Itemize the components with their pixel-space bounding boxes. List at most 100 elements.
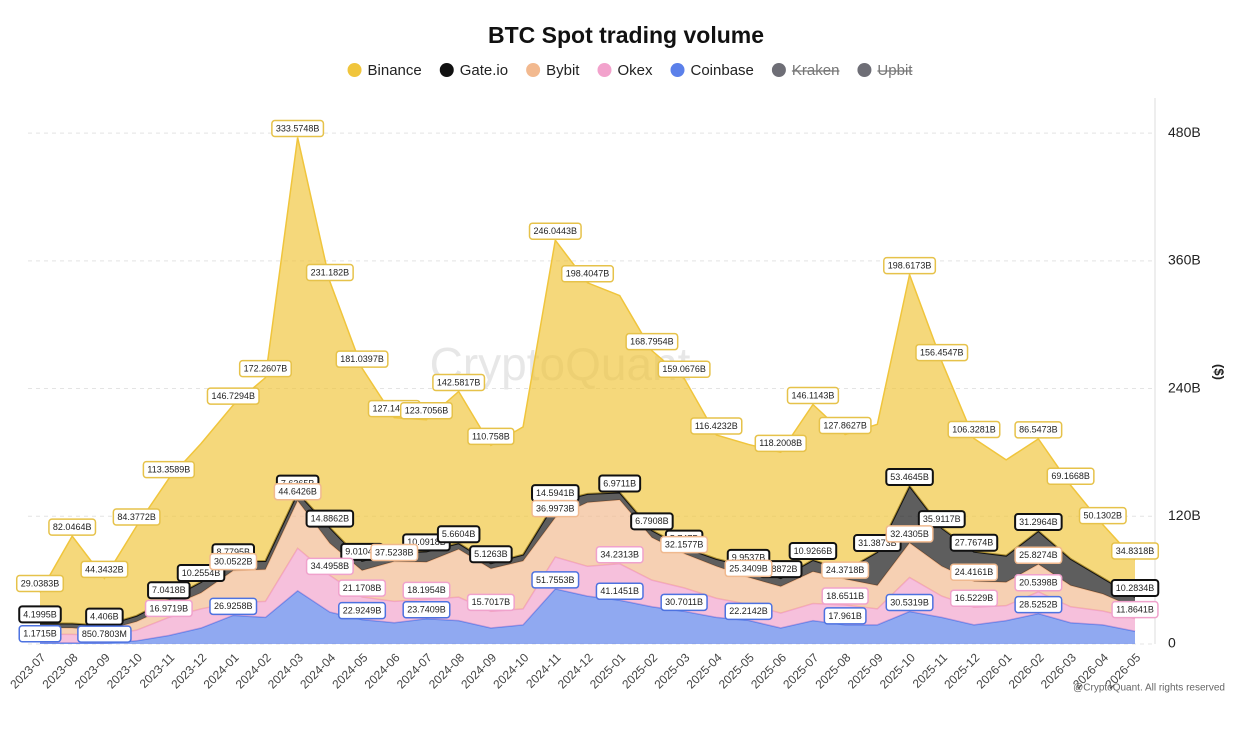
value-label: 28.5252B [1014,595,1063,614]
value-label-text: 198.6173B [888,261,932,271]
value-label-box [48,518,97,536]
value-label-box [630,512,674,531]
value-label-box [1110,579,1160,598]
value-label-box [466,593,515,612]
value-label-text: 24.3718B [826,565,865,575]
value-label-text: 156.4547B [920,347,964,357]
value-label-text: 50.1302B [1084,511,1123,521]
value-label-box [885,593,934,612]
value-label: 24.3718B [821,561,870,579]
x-tick-label: 2024-10 [490,650,531,691]
value-label-box [724,559,773,578]
value-label: 142.5817B [432,373,486,392]
value-label: 32.1577B [660,535,709,554]
value-label: 127.8627B [818,416,872,435]
value-label-text: 30.7011B [665,597,703,607]
value-labels: 29.0383B 82.0464B 44.3432B 84.3772B 113.3589… [15,119,1160,643]
value-label: 10.2834B [1110,579,1160,598]
value-label: 22.9249B [338,601,387,620]
value-label: 41.1451B [595,582,644,600]
legend-label: Bybit [546,62,580,79]
x-tick-label: 2025-10 [877,650,918,691]
value-label: 198.6173B [883,256,937,275]
value-label-text: 11.8641B [1116,604,1154,614]
area-line [39,137,1136,593]
value-label-box [1014,421,1063,439]
value-label-text: 23.7409B [407,605,446,615]
value-label-text: 20.5398B [1019,578,1058,588]
legend-item: Kraken [771,62,840,79]
value-label-text: 34.4958B [311,561,350,571]
value-label-text: 36.9973B [536,503,575,513]
area-fill [40,137,1135,626]
value-label-text: 9.9537B [732,553,766,563]
value-label: 123.7056B [399,401,453,420]
value-label: 29.0383B [15,574,65,593]
value-label-text: 51.7553B [536,575,575,585]
value-label: 4.406B [85,607,124,626]
value-label: 20.5398B [1014,574,1063,592]
value-label-box [18,625,62,643]
value-label-box [949,563,998,582]
value-label: 21.1708B [338,579,387,597]
value-label-text: 1.1715B [23,629,57,639]
value-label-text: 69.1668B [1051,471,1090,481]
value-label-text: 10.2554B [182,568,221,578]
value-label: 146.1143B [786,386,840,405]
value-label-box [402,600,451,619]
value-label-text: 28.5252B [1019,600,1058,610]
area-fill [40,588,1135,644]
value-label-text: 10.0918B [407,537,446,547]
value-label: 14.5941B [531,484,580,503]
value-label-box [818,416,872,435]
legend-item: Coinbase [670,62,754,79]
value-label-text: 146.1143B [792,390,835,400]
value-label: 32.4305B [885,525,934,543]
value-label-text: 16.9719B [150,603,189,613]
value-label: 25.3409B [724,559,773,578]
legend-label: Binance [368,62,422,79]
value-label: 116.4232B [690,417,743,435]
value-label-box [305,263,354,282]
value-label-text: 21.1708B [343,583,382,593]
value-label-box [142,460,196,479]
value-label-text: 246.0443B [534,226,578,236]
value-label-box [1014,595,1063,614]
value-label: 30.7011B [660,593,708,612]
value-label: 6.9711B [598,474,642,493]
value-label: 26.9258B [209,597,258,616]
value-label-box [271,119,325,138]
value-label-box [949,533,999,552]
value-label-text: 34.8318B [1116,546,1155,556]
legend-swatch [670,63,685,77]
value-label-box [531,571,580,589]
legend-swatch [526,63,541,77]
value-label: 25.8274B [1014,546,1063,565]
legend: Binance Gate.io Bybit Okex Coinbase Kraken Upb… [347,62,913,79]
value-label-text: 37.5238B [375,547,414,557]
value-label-text: 333.5748B [276,123,320,133]
value-label-text: 850.7803M [82,629,127,639]
value-label: 50.1302B [1078,506,1127,525]
value-label-box [209,552,258,571]
value-label-text: 18.6511B [826,591,864,601]
value-label: 86.5473B [1014,421,1063,439]
value-label: 18.1954B [402,581,451,600]
value-label: 16.5229B [949,589,998,608]
value-label: 231.182B [305,263,354,282]
value-label: 15.7017B [466,593,515,612]
value-label: 146.7294B [206,387,260,405]
value-label: 82.0464B [48,518,97,536]
value-label-text: 113.3589B [147,465,190,475]
value-label-text: 5.6604B [442,529,476,539]
value-label-text: 41.1451B [600,586,639,596]
value-label-text: 82.0464B [53,522,92,532]
value-label-box [885,525,934,543]
legend-swatch [597,63,612,77]
value-label: 181.0397B [335,350,389,368]
value-label-text: 29.0383B [21,578,60,588]
value-label-text: 159.0676B [662,364,706,374]
value-label: 36.9973B [531,499,580,518]
value-label-box [949,589,998,608]
value-label-box [209,597,258,616]
